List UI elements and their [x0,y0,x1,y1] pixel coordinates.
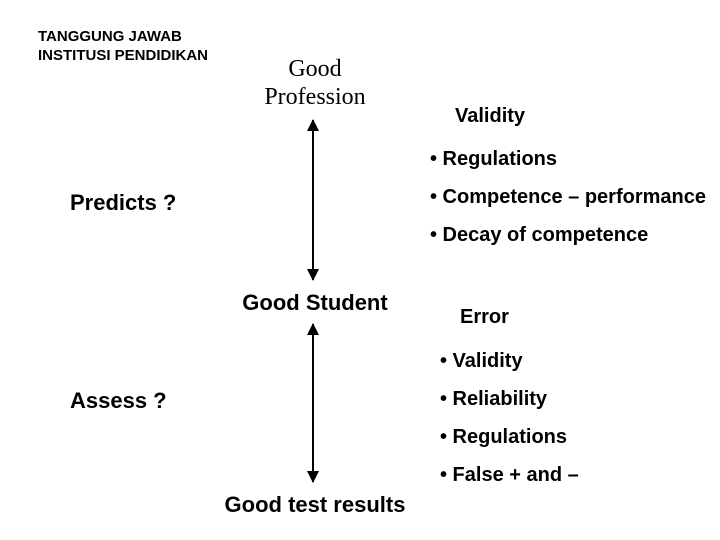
validity-heading: Validity [455,105,525,128]
corner-title-line1: TANGGUNG JAWAB [38,28,208,47]
error-bullet-1: • Validity [440,342,579,380]
error-bullet-4: • False + and – [440,456,579,494]
assess-label: Assess ? [70,388,167,414]
arrow-profession-student [312,120,314,280]
predicts-label: Predicts ? [70,190,176,216]
validity-bullet-3: • Decay of competence [430,216,706,254]
corner-title-line2: INSTITUSI PENDIDIKAN [38,47,208,66]
corner-title: TANGGUNG JAWAB INSTITUSI PENDIDIKAN [38,28,208,66]
good-profession-line1: Good [210,56,420,84]
good-profession-line2: Profession [210,84,420,112]
validity-bullets: • Regulations • Competence – performance… [430,140,706,254]
good-student-label: Good Student [210,290,420,316]
error-bullet-3: • Regulations [440,418,579,456]
arrow-student-test [312,324,314,482]
error-heading: Error [460,306,509,329]
validity-bullet-1: • Regulations [430,140,706,178]
validity-bullet-2: • Competence – performance [430,178,706,216]
error-bullets: • Validity • Reliability • Regulations •… [440,342,579,494]
error-bullet-2: • Reliability [440,380,579,418]
good-test-results-label: Good test results [210,492,420,518]
good-profession-label: Good Profession [210,56,420,111]
